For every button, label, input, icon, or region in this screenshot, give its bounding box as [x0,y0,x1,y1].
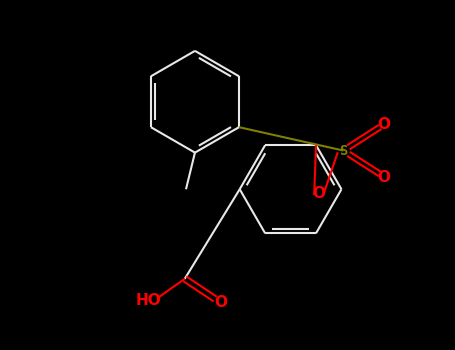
Text: O: O [313,186,326,201]
Text: O: O [378,117,391,132]
Text: S: S [339,144,348,158]
Text: O: O [378,169,391,184]
Text: HO: HO [135,293,161,308]
Text: O: O [214,295,227,310]
